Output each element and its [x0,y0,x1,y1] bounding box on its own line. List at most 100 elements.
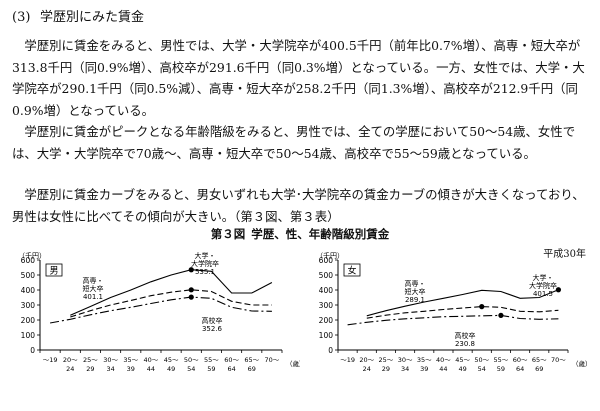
x-tick-label: ～19 [340,356,355,364]
section-title: 学歴別にみた賃金 [40,10,145,25]
x-tick-label-sub: 59 [497,365,505,373]
y-unit-label: （千円） [316,251,344,260]
peak-marker-high [498,312,504,318]
annotation-junior: 高専・ [83,276,104,285]
x-tick-label: 45～ [455,356,470,364]
x-tick-label: 45～ [164,356,179,364]
series-line-junior [70,289,272,318]
x-tick-label-sub: 39 [420,365,428,373]
x-tick-label-sub: 24 [363,365,371,373]
x-tick-label: 65～ [244,356,259,364]
x-unit-label: （歳） [286,359,300,368]
series-line-univ [366,289,559,317]
x-tick-label: 35～ [417,356,432,364]
annotation-univ: 大学院卒 [191,259,219,268]
panel-label-text: 男 [49,266,58,277]
x-tick-label-sub: 69 [248,365,256,373]
series-line-high [50,296,272,324]
series-line-junior [366,306,559,319]
x-tick-label: 20～ [63,356,78,364]
x-tick-label: 60～ [513,356,528,364]
x-tick-label: 40～ [436,356,451,364]
x-tick-label: ～19 [43,356,58,364]
annotation-junior: 高専・ [405,279,426,288]
y-tick-label: 600 [319,256,334,265]
annotation-high: 352.6 [202,325,223,333]
x-tick-label: 70～ [265,356,280,364]
annotation-high: 高校卒 [455,331,476,340]
annotation-univ: 535.1 [195,268,215,276]
panel-label-box [343,263,361,277]
annotation-univ: 大学・ [533,273,554,282]
annotation-high: 230.8 [455,340,475,348]
x-tick-label-sub: 39 [127,365,135,373]
paragraph-2: 学歴別に賃金がピークとなる年齢階級をみると、男性では、全ての学歴において50～5… [12,124,576,161]
x-tick-label-sub: 44 [439,365,447,373]
x-tick-label-sub: 49 [458,365,466,373]
annotation-junior: 401.1 [83,293,103,301]
x-tick-label-sub: 24 [66,365,74,373]
figure-note: 平成30年 [543,249,586,260]
section-number: (3) [12,10,31,25]
annotation-univ: 大学・ [195,251,216,260]
x-tick-label-sub: 49 [167,365,175,373]
x-tick-label-sub: 44 [147,365,155,373]
x-tick-label: 60～ [224,356,239,364]
y-tick-label: 400 [21,286,36,295]
panel-label: 女 [343,263,361,277]
chart-women: （千円） 0 100 200 300 400 500 600 ～19 20～ 25～ 30～ 35～ 40… [316,251,592,373]
panel-label-text: 女 [347,265,356,277]
x-tick-label: 55～ [204,356,219,364]
x-tick-label: 65～ [532,356,547,364]
x-tick-label: 25～ [379,356,394,364]
y-tick-label: 200 [319,316,334,325]
x-tick-label-sub: 29 [86,365,94,373]
peak-marker-high [188,294,194,300]
figure-label: 第３図 [210,227,246,241]
x-tick-label-sub: 54 [187,365,195,373]
annotation-junior: 短大卒 [83,284,104,293]
y-tick-label: 600 [21,256,36,265]
annotation-univ: 大学院卒 [529,281,557,290]
x-tick-label-sub: 54 [478,365,486,373]
x-tick-label-sub: 59 [207,365,215,373]
x-tick-label-sub: 29 [382,365,390,373]
y-tick-label: 300 [319,301,334,310]
y-tick-label: 200 [21,316,36,325]
y-tick-label: 400 [319,286,334,295]
x-tick-label: 55～ [494,356,509,364]
peak-marker-junior [479,304,485,310]
section-heading: (3) 学歴別にみた賃金 [12,6,144,25]
x-tick-label: 35～ [123,356,138,364]
x-tick-label-sub: 34 [401,365,409,373]
x-unit-label: （歳） [572,359,592,368]
x-tick-label-sub: 64 [516,365,524,373]
y-tick-label: 500 [21,271,36,280]
annotation-univ: 401.5 [533,290,553,298]
x-tick-label: 30～ [103,356,118,364]
peak-marker-junior [188,287,194,293]
paragraph-3: 学歴別に賃金カーブをみると、男女いずれも大学･大学院卒の賃金カーブの傾きが大きく… [12,187,585,224]
series-line-high [347,314,559,326]
x-tick-label-sub: 64 [227,365,235,373]
x-tick-label: 50～ [474,356,489,364]
y-tick-label: 300 [21,301,36,310]
annotation-junior: 短大卒 [405,287,426,296]
x-tick-label-sub: 69 [535,365,543,373]
x-tick-label: 50～ [184,356,199,364]
y-unit-label: （千円） [18,251,46,260]
panel-label-box [45,263,63,277]
x-tick-label-sub: 34 [106,365,114,373]
paragraph-1: 学歴別に賃金をみると、男性では、大学・大学院卒が400.5千円（前年比0.7%増… [12,38,585,118]
series-line-univ [70,269,273,316]
y-tick-label: 100 [319,331,334,340]
panel-label: 男 [45,263,63,277]
y-tick-label: 0 [328,346,333,355]
annotation-high: 高校卒 [202,316,223,325]
x-tick-label: 40～ [144,356,159,364]
x-tick-label: 20～ [359,356,374,364]
annotation-junior: 289.1 [405,296,425,304]
figure-caption: 学歴、性、年齢階級別賃金 [251,227,390,241]
x-tick-label: 30～ [398,356,413,364]
